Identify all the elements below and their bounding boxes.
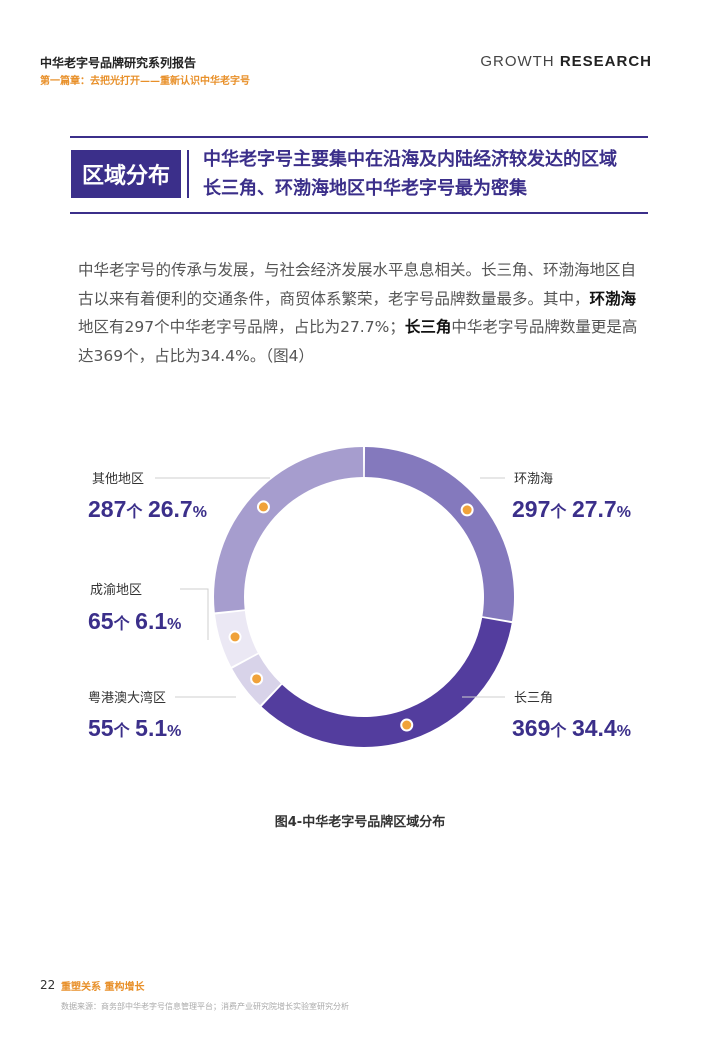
brand-prefix: GROWTH xyxy=(480,53,560,70)
para-text-2: 地区有297个中华老字号品牌，占比为27.7%； xyxy=(78,318,405,336)
chapter-subtitle: 第一篇章：去把光打开——重新认识中华老字号 xyxy=(40,76,250,87)
section-divider xyxy=(187,150,189,198)
section-tag: 区域分布 xyxy=(71,150,181,198)
slice-name-3: 成渝地区 xyxy=(90,582,142,598)
headline-line-1: 中华老字号主要集中在沿海及内陆经济较发达的区域 xyxy=(203,149,617,170)
section-headline: 中华老字号主要集中在沿海及内陆经济较发达的区域 长三角、环渤海地区中华老字号最为… xyxy=(203,145,617,203)
data-source: 数据来源：商务部中华老字号信息管理平台；消费产业研究院增长实验室研究分析 xyxy=(61,1002,349,1011)
slice-value-1: 369个 34.4% xyxy=(512,715,631,741)
slice-name-1: 长三角 xyxy=(514,691,553,706)
body-paragraph: 中华老字号的传承与发展，与社会经济发展水平息息相关。长三角、环渤海地区自古以来有… xyxy=(78,256,648,370)
para-text-3: 中华老字号品牌数量更是高达369个，占比为34.4%。（图4） xyxy=(78,318,638,365)
para-bold-2: 长三角 xyxy=(404,318,452,336)
para-text-1: 中华老字号的传承与发展，与社会经济发展水平息息相关。长三角、环渤海地区自古以来有… xyxy=(78,261,637,308)
slice-name-2: 粤港澳大湾区 xyxy=(88,690,166,706)
slice-dot-3 xyxy=(228,630,242,644)
chart-caption: 图4-中华老字号品牌区域分布 xyxy=(274,815,446,830)
donut-slice-4 xyxy=(214,447,364,613)
slice-value-2: 55个 5.1% xyxy=(88,715,181,741)
headline-line-2: 长三角、环渤海地区中华老字号最为密集 xyxy=(203,178,527,199)
para-bold-1: 环渤海 xyxy=(589,289,637,308)
brand-bold: RESEARCH xyxy=(559,53,652,70)
footer-slogan: 重塑关系 重构增长 xyxy=(61,982,145,993)
slice-dot-0 xyxy=(460,503,474,517)
slice-name-4: 其他地区 xyxy=(92,472,144,487)
slice-value-0: 297个 27.7% xyxy=(512,496,631,522)
slice-name-0: 环渤海 xyxy=(514,471,553,487)
donut-slice-0 xyxy=(364,447,514,622)
donut-slice-1 xyxy=(261,617,512,747)
slice-value-3: 65个 6.1% xyxy=(88,608,181,634)
slice-dot-2 xyxy=(250,672,264,686)
page-number: 22 xyxy=(40,978,56,992)
report-title: 中华老字号品牌研究系列报告 xyxy=(40,56,197,70)
slice-value-4: 287个 26.7% xyxy=(88,496,207,522)
leader-line-3 xyxy=(180,588,209,640)
brand-logo: GROWTH RESEARCH xyxy=(480,53,652,70)
slice-dot-4 xyxy=(256,500,270,514)
section-header-band xyxy=(70,136,648,214)
slice-dot-1 xyxy=(400,718,414,732)
